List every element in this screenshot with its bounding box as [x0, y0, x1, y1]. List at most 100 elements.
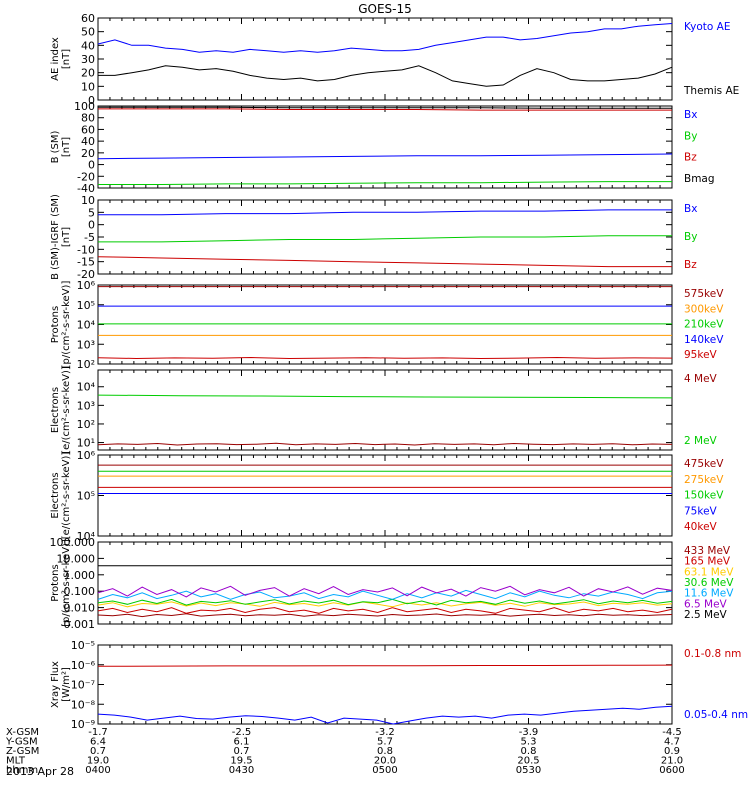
series-line-kyoto-ae: [97, 23, 673, 53]
x-row-label: X-GSM: [6, 727, 39, 738]
y-tick-label: 0.001: [64, 618, 96, 631]
y-tick-label: 10⁶: [77, 449, 96, 462]
panel-frame: [97, 199, 673, 275]
legend-entry: 40keV: [684, 521, 718, 533]
y-axis-label: [W/m²]: [61, 667, 72, 702]
y-tick-label: 10¹: [77, 437, 95, 450]
y-tick-label: 10: [81, 80, 95, 93]
x-row-label: hhmm: [6, 765, 38, 776]
legend-entry: 11.6 MeV: [684, 588, 734, 600]
x-row-value: 5.3: [521, 737, 537, 748]
y-tick-label: 10⁻⁵: [71, 639, 95, 652]
series-line-2-5-mev: [98, 564, 673, 567]
series-line-bz: [98, 108, 672, 111]
x-row-value: 0530: [516, 765, 541, 776]
y-tick-label: 0: [88, 94, 95, 107]
y-tick-label: 10⁵: [77, 299, 95, 312]
y-axis-label: [e/(cm²-s-sr-keV)]: [61, 452, 72, 540]
y-axis-label: Electrons: [50, 472, 61, 518]
x-row-value: -2.5: [232, 727, 252, 738]
y-axis-label: [p/(cm²-s-sr-keV)]: [61, 539, 72, 627]
y-tick-label: 20: [81, 67, 95, 80]
x-row-label: MLT: [6, 756, 26, 767]
legend-entry: By: [684, 231, 697, 243]
series-line-themis-ae: [98, 65, 673, 87]
legend-entry: 95keV: [684, 349, 718, 361]
y-tick-label: 10²: [77, 358, 95, 371]
y-tick-label: 10⁻⁸: [71, 698, 96, 711]
series-line-165-mev: [97, 607, 673, 614]
x-row-value: 0.9: [664, 746, 680, 757]
y-tick-label: 0.010: [64, 602, 96, 615]
y-tick-label: 10²: [77, 418, 95, 431]
x-row-value: 21.0: [661, 756, 683, 767]
y-tick-label: 20: [81, 147, 95, 160]
y-tick-label: 40: [81, 39, 95, 52]
x-row-value: 0500: [372, 765, 397, 776]
y-axis-label: [nT]: [61, 137, 72, 157]
y-axis-label: Protons: [50, 564, 61, 601]
y-axis-label: Xray Flux: [50, 661, 61, 708]
y-axis-label: [nT]: [61, 227, 72, 247]
y-axis-label: AE index: [50, 37, 61, 81]
legend-entry: 475keV: [684, 458, 724, 470]
series-line-by: [98, 181, 672, 185]
legend-entry: 0.05-0.4 nm: [684, 709, 748, 721]
x-row-value: 0.7: [90, 746, 106, 757]
panel-frame: [97, 541, 673, 625]
legend-entry: By: [684, 130, 697, 142]
y-tick-label: 10: [81, 194, 95, 207]
x-row-value: 0.7: [234, 746, 250, 757]
legend-entry: 2 MeV: [684, 435, 718, 447]
legend-entry: 300keV: [684, 303, 724, 315]
y-tick-label: 60: [81, 12, 95, 25]
x-row-value: -4.5: [662, 727, 682, 738]
series-line-63-1-mev: [97, 601, 673, 608]
y-tick-label: 10.000: [57, 552, 96, 565]
y-tick-label: -20: [77, 268, 95, 281]
x-row-value: 0430: [229, 765, 254, 776]
y-tick-label: 0: [88, 219, 95, 232]
y-tick-label: 30: [81, 53, 95, 66]
x-row-value: 0.8: [377, 746, 393, 757]
y-tick-label: 100: [74, 100, 95, 113]
y-axis-label: Protons: [50, 306, 61, 343]
panel-frame: [97, 17, 673, 101]
panel-4: 10² 10³ 10⁴ 10⁵ 10⁶ Protons [p/(cm²-s-sr-keV)]…: [50, 279, 724, 371]
panel-8: 10⁻⁹ 10⁻⁸ 10⁻⁷ 10⁻⁶ 10⁻⁵ Xray Flux [W/m²] 0.1-0…: [50, 639, 748, 731]
date-label: 2013 Apr 28: [6, 765, 74, 778]
x-row-value: 4.7: [664, 737, 680, 748]
series-line-bx: [97, 153, 673, 160]
y-tick-label: 5: [88, 206, 95, 219]
series-line-by: [98, 235, 672, 243]
y-tick-label: 10⁴: [77, 530, 96, 543]
x-row-value: -3.9: [519, 727, 539, 738]
y-tick-label: 0: [88, 159, 95, 172]
x-row-value: 20.0: [374, 756, 396, 767]
y-tick-label: 10⁻⁷: [71, 679, 95, 692]
y-tick-label: 0.100: [64, 585, 96, 598]
legend-entry: Bz: [684, 259, 697, 271]
legend-entry: 2.5 MeV: [684, 609, 728, 621]
legend-entry: 165 MeV: [684, 556, 731, 568]
x-row-value: 19.5: [230, 756, 252, 767]
x-axis-table: X-GSM -1.7 -2.5 -3.2 -3.9 -4.5 Y-GSM 6.4 6.1 5.7 5…: [5, 727, 685, 776]
legend-entry: Themis AE: [683, 85, 739, 97]
series-line-0-05-0-4-nm: [97, 705, 673, 725]
y-tick-label: 10⁵: [77, 490, 95, 503]
y-tick-label: 40: [81, 135, 95, 148]
y-tick-label: 10⁻⁶: [71, 659, 96, 672]
legend-entry: 30.6 MeV: [684, 577, 734, 589]
legend-entry: 0.1-0.8 nm: [684, 648, 741, 660]
legend-entry: 4 MeV: [684, 373, 718, 385]
legend-entry: 433 MeV: [684, 545, 731, 557]
series-line-bmag: [98, 106, 672, 109]
x-row-value: 6.4: [90, 737, 106, 748]
series-line-bx: [98, 209, 672, 216]
x-row-label: Y-GSM: [5, 737, 38, 748]
